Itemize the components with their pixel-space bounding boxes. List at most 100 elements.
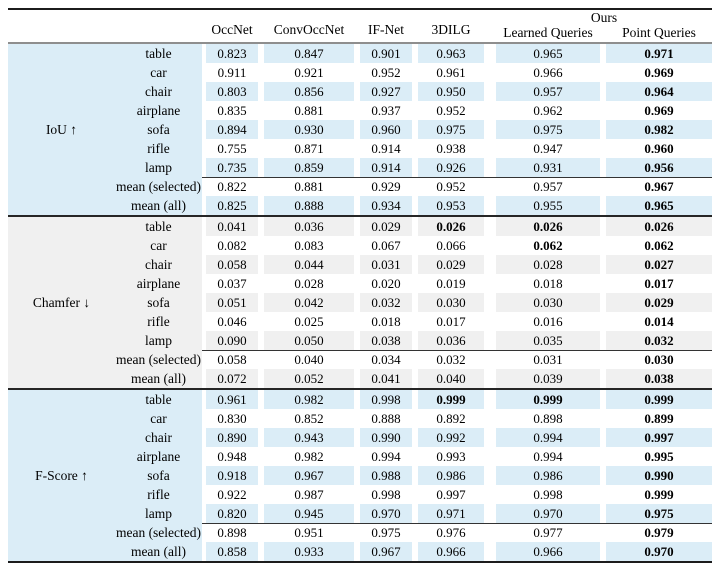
metric-label [8, 82, 115, 101]
value-cell: 0.039 [496, 369, 600, 388]
table-row: Chamfer ↓ sofa 0.051 0.042 0.032 0.030 0.030 0.… [8, 293, 712, 312]
value-cell: 0.934 [360, 196, 412, 215]
value-cell: 0.956 [606, 158, 712, 177]
value-cell: 0.894 [206, 120, 258, 139]
value-cell: 0.859 [264, 158, 354, 177]
value-cell: 0.943 [264, 428, 354, 447]
metric-label [8, 390, 115, 409]
table-body: table 0.823 0.847 0.901 0.963 0.965 0.971 car 0.… [8, 44, 712, 561]
metric-label [8, 369, 115, 388]
table-row: chair 0.803 0.856 0.927 0.950 0.957 0.964 [8, 82, 712, 101]
category-label: airplane [115, 447, 202, 466]
value-cell: 0.027 [606, 255, 712, 274]
value-cell: 0.017 [418, 312, 484, 331]
value-cell: 0.975 [496, 120, 600, 139]
header-row: OccNet ConvOccNet IF-Net 3DILG Ours Lear… [8, 10, 712, 42]
value-cell: 0.018 [496, 274, 600, 293]
table-row: chair 0.890 0.943 0.990 0.992 0.994 0.997 [8, 428, 712, 447]
value-cell: 0.966 [496, 63, 600, 82]
value-cell: 0.914 [360, 139, 412, 158]
category-label: rifle [115, 139, 202, 158]
value-cell: 0.072 [206, 369, 258, 388]
value-cell: 0.982 [264, 447, 354, 466]
value-cell: 0.990 [360, 428, 412, 447]
value-cell: 0.962 [496, 101, 600, 120]
table-row: F-Score ↑ sofa 0.918 0.967 0.988 0.986 0.986 0.… [8, 466, 712, 485]
table-row: car 0.830 0.852 0.888 0.892 0.898 0.899 [8, 409, 712, 428]
metric-section: table 0.823 0.847 0.901 0.963 0.965 0.971 car 0.… [8, 44, 712, 215]
value-cell: 0.961 [418, 63, 484, 82]
table-row: mean (all) 0.072 0.052 0.041 0.040 0.039 0.038 [8, 369, 712, 388]
value-cell: 0.930 [264, 120, 354, 139]
table-row: mean (all) 0.858 0.933 0.967 0.966 0.966 0.970 [8, 542, 712, 561]
value-cell: 0.999 [418, 390, 484, 409]
value-cell: 0.036 [418, 331, 484, 350]
value-cell: 0.937 [360, 101, 412, 120]
value-cell: 0.992 [418, 428, 484, 447]
column-header-occnet: OccNet [211, 22, 253, 37]
value-cell: 0.035 [496, 331, 600, 350]
category-label: chair [115, 428, 202, 447]
value-cell: 0.967 [264, 466, 354, 485]
value-cell: 0.830 [206, 409, 258, 428]
value-cell: 0.892 [418, 409, 484, 428]
value-cell: 0.947 [496, 139, 600, 158]
value-cell: 0.019 [418, 274, 484, 293]
category-label: chair [115, 255, 202, 274]
value-cell: 0.031 [360, 255, 412, 274]
value-cell: 0.032 [606, 331, 712, 350]
category-label: table [115, 390, 202, 409]
value-cell: 0.067 [360, 236, 412, 255]
value-cell: 0.967 [606, 177, 712, 196]
value-cell: 0.038 [606, 369, 712, 388]
value-cell: 0.029 [360, 217, 412, 236]
table-header: OccNet ConvOccNet IF-Net 3DILG Ours Lear… [8, 8, 712, 44]
category-label: mean (all) [115, 369, 202, 388]
value-cell: 0.871 [264, 139, 354, 158]
value-cell: 0.062 [606, 236, 712, 255]
value-cell: 0.975 [606, 504, 712, 523]
value-cell: 0.026 [496, 217, 600, 236]
value-cell: 0.994 [360, 447, 412, 466]
value-cell: 0.014 [606, 312, 712, 331]
value-cell: 0.970 [496, 504, 600, 523]
table-row: lamp 0.820 0.945 0.970 0.971 0.970 0.975 [8, 504, 712, 523]
metric-label [8, 101, 115, 120]
category-label: sofa [115, 293, 202, 312]
metric-label [8, 428, 115, 447]
value-cell: 0.929 [360, 177, 412, 196]
value-cell: 0.951 [264, 523, 354, 542]
value-cell: 0.052 [264, 369, 354, 388]
table-row: lamp 0.735 0.859 0.914 0.926 0.931 0.956 [8, 158, 712, 177]
category-label: mean (selected) [115, 177, 202, 196]
value-cell: 0.017 [606, 274, 712, 293]
table-row: chair 0.058 0.044 0.031 0.029 0.028 0.027 [8, 255, 712, 274]
value-cell: 0.999 [606, 390, 712, 409]
value-cell: 0.058 [206, 255, 258, 274]
value-cell: 0.970 [606, 542, 712, 561]
value-cell: 0.058 [206, 350, 258, 369]
column-header-point-queries: Point Queries [622, 25, 696, 40]
value-cell: 0.083 [264, 236, 354, 255]
table-row: table 0.041 0.036 0.029 0.026 0.026 0.026 [8, 217, 712, 236]
table-row: lamp 0.090 0.050 0.038 0.036 0.035 0.032 [8, 331, 712, 350]
value-cell: 0.888 [360, 409, 412, 428]
value-cell: 0.735 [206, 158, 258, 177]
value-cell: 0.030 [496, 293, 600, 312]
value-cell: 0.040 [264, 350, 354, 369]
metric-label [8, 312, 115, 331]
table-row: mean (selected) 0.058 0.040 0.034 0.032 0.031… [8, 350, 712, 369]
value-cell: 0.997 [418, 485, 484, 504]
category-label: airplane [115, 101, 202, 120]
value-cell: 0.030 [418, 293, 484, 312]
value-cell: 0.931 [496, 158, 600, 177]
category-label: car [115, 409, 202, 428]
table-row: mean (selected) 0.822 0.881 0.929 0.952 0.957… [8, 177, 712, 196]
value-cell: 0.995 [606, 447, 712, 466]
category-label: mean (all) [115, 542, 202, 561]
value-cell: 0.025 [264, 312, 354, 331]
value-cell: 0.042 [264, 293, 354, 312]
value-cell: 0.036 [264, 217, 354, 236]
value-cell: 0.820 [206, 504, 258, 523]
metric-section: table 0.041 0.036 0.029 0.026 0.026 0.026 car 0.… [8, 215, 712, 388]
